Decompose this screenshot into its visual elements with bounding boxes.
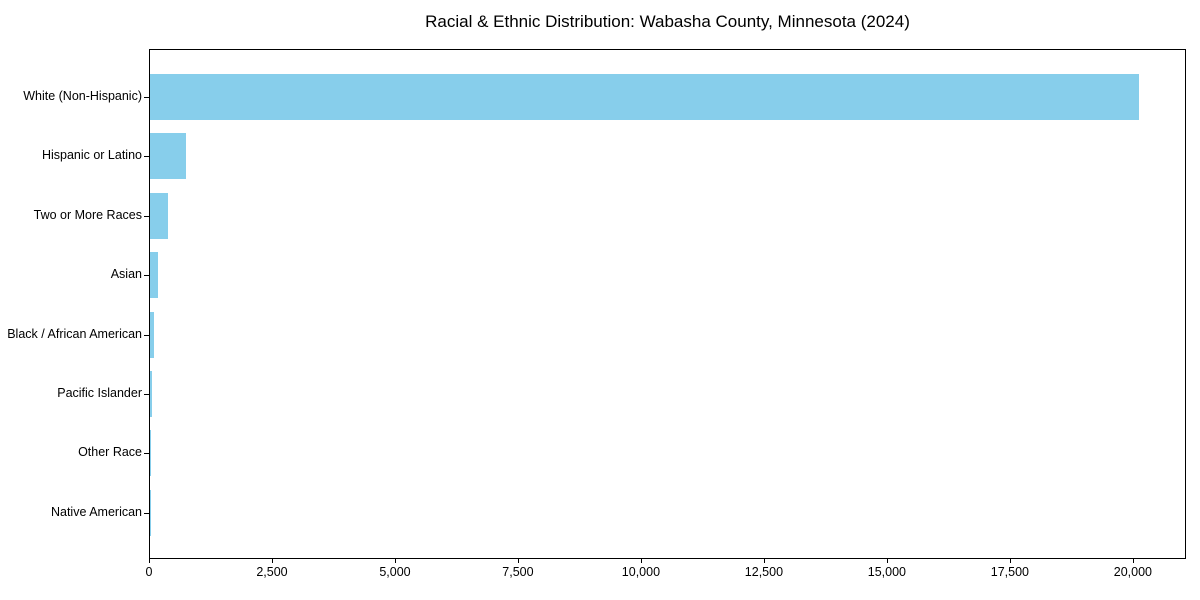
y-tick-label: Two or More Races	[33, 207, 142, 222]
y-tick-mark	[144, 394, 149, 395]
y-tick-mark	[144, 97, 149, 98]
bar	[150, 430, 151, 477]
x-tick-label: 15,000	[867, 565, 907, 579]
bar	[150, 489, 151, 536]
chart-title: Racial & Ethnic Distribution: Wabasha Co…	[425, 12, 910, 31]
x-tick-mark	[763, 559, 765, 563]
y-tick-mark	[144, 215, 149, 217]
x-tick-label: 0	[145, 565, 153, 579]
x-tick-mark	[1132, 559, 1134, 563]
y-tick-label: Other Race	[78, 445, 142, 460]
x-tick-label: 12,500	[744, 565, 784, 579]
x-tick-mark	[517, 559, 519, 563]
x-tick-label: 7,500	[502, 565, 534, 579]
y-tick-mark	[144, 512, 149, 514]
x-tick-mark	[271, 559, 273, 563]
y-tick-mark	[144, 453, 149, 455]
x-tick-label: 17,500	[990, 565, 1029, 579]
plot-area	[149, 49, 1186, 559]
y-tick-label: Black / African American	[7, 326, 142, 341]
bar	[150, 133, 187, 180]
x-tick-label: 20,000	[1113, 565, 1152, 579]
y-tick-mark	[144, 275, 149, 277]
x-tick-mark	[394, 559, 396, 563]
y-tick-label: Pacific Islander	[57, 386, 142, 400]
y-tick-label: White (Non-Hispanic)	[23, 89, 142, 103]
x-tick-label: 10,000	[621, 565, 661, 579]
bar	[150, 311, 154, 358]
bar	[150, 74, 1139, 120]
x-tick-mark	[149, 559, 150, 563]
y-tick-label: Hispanic or Latino	[41, 148, 142, 163]
bar	[150, 252, 158, 299]
y-tick-mark	[144, 156, 149, 158]
y-tick-label: Native American	[50, 504, 142, 519]
bar	[150, 371, 152, 417]
bar	[150, 192, 169, 239]
x-tick-mark	[1009, 559, 1011, 563]
x-tick-label: 5,000	[379, 565, 411, 579]
x-tick-mark	[640, 559, 642, 563]
y-tick-label: Asian	[110, 267, 142, 282]
x-tick-label: 2,500	[256, 565, 288, 579]
x-tick-mark	[886, 559, 888, 563]
y-tick-mark	[144, 334, 149, 336]
